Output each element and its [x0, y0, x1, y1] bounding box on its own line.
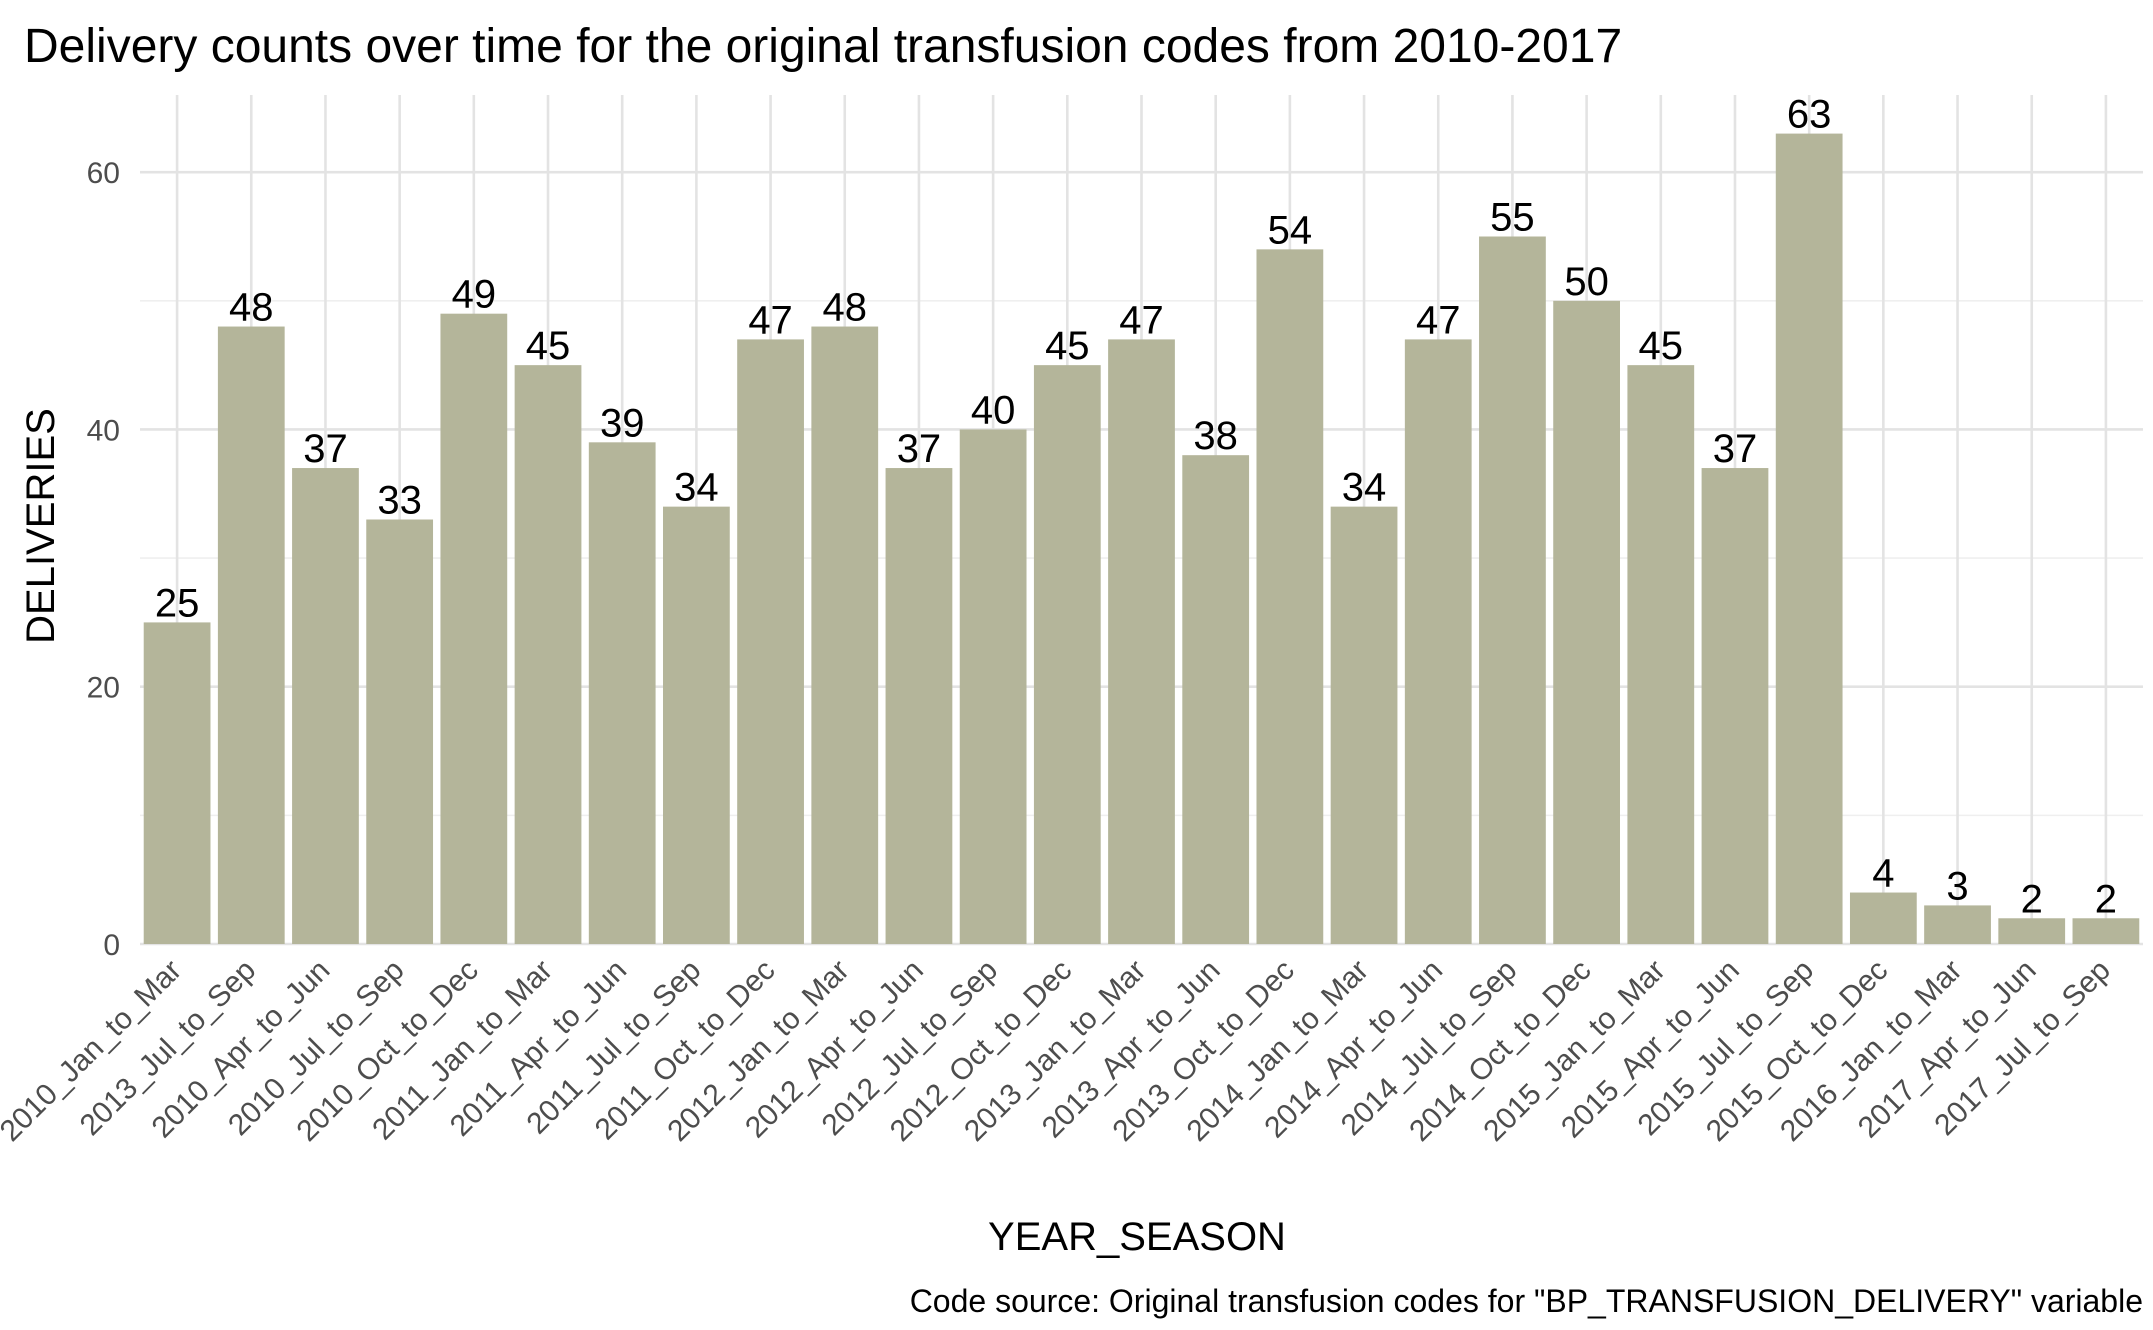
bar-value-label: 45: [1045, 324, 1090, 368]
bar-value-label: 37: [1713, 427, 1758, 471]
bar-value-label: 47: [1119, 298, 1164, 342]
bar: [1553, 300, 1620, 944]
bar: [1627, 365, 1695, 944]
bar: [1775, 133, 1843, 944]
bar-value-label: 40: [971, 388, 1016, 432]
bar: [514, 365, 582, 944]
bar: [1924, 905, 1991, 944]
bar-value-label: 33: [377, 479, 422, 523]
bar-value-label: 38: [1193, 414, 1238, 458]
bar-value-label: 47: [1416, 298, 1461, 342]
y-tick-label: 60: [87, 157, 120, 190]
bar: [1033, 365, 1101, 944]
bar: [1330, 506, 1398, 944]
bar: [588, 442, 656, 944]
chart-caption: Code source: Original transfusion codes …: [910, 1283, 2143, 1319]
bar-value-label: 34: [1342, 466, 1387, 510]
bar-value-label: 3: [1946, 864, 1968, 908]
bar-value-label: 45: [526, 324, 571, 368]
bar: [292, 468, 359, 944]
bar: [217, 326, 285, 945]
bar-value-label: 37: [303, 427, 348, 471]
bar-value-label: 25: [155, 581, 200, 625]
bar-value-label: 39: [600, 401, 645, 445]
bar: [885, 468, 953, 944]
bar: [1404, 339, 1472, 945]
y-tick-label: 20: [87, 672, 120, 705]
bar: [737, 339, 804, 945]
bar: [2072, 918, 2140, 944]
bar-value-label: 50: [1564, 260, 1609, 304]
chart-title: Delivery counts over time for the origin…: [24, 20, 1622, 73]
bars: [143, 133, 2140, 945]
y-axis-title: DELIVERIES: [19, 408, 63, 644]
bar-value-label: 45: [1639, 324, 1684, 368]
bar-value-label: 48: [823, 286, 868, 330]
bar: [1182, 455, 1250, 944]
bar: [959, 429, 1027, 944]
bar-value-label: 54: [1268, 208, 1313, 252]
bar: [811, 326, 879, 945]
bar-value-label: 34: [674, 466, 719, 510]
y-tick-label: 0: [103, 929, 120, 962]
bar: [143, 622, 211, 944]
bar-value-label: 49: [452, 273, 497, 317]
bar-value-label: 4: [1872, 852, 1894, 896]
bar: [663, 506, 730, 944]
bar: [1479, 236, 1546, 944]
bar: [440, 313, 508, 944]
bar-value-label: 48: [229, 286, 274, 330]
x-tick-labels: 2010_Jan_to_Mar2013_Jul_to_Sep2010_Apr_t…: [0, 954, 2117, 1148]
bar-value-label: 63: [1787, 93, 1832, 137]
bar: [1108, 339, 1175, 945]
bar: [1849, 892, 1917, 944]
bar-value-label: 37: [897, 427, 942, 471]
bar: [1256, 249, 1324, 944]
y-tick-labels: 0 20 40 60: [87, 157, 120, 962]
bar-value-label: 2: [2021, 877, 2043, 921]
bar: [1701, 468, 1769, 944]
bar-value-label: 55: [1490, 196, 1535, 240]
bar: [366, 519, 434, 944]
bar: [1998, 918, 2066, 944]
bar-value-label: 2: [2095, 877, 2117, 921]
y-tick-label: 40: [87, 414, 120, 447]
bar-value-label: 47: [748, 298, 793, 342]
x-axis-title: YEAR_SEASON: [988, 1215, 1286, 1259]
